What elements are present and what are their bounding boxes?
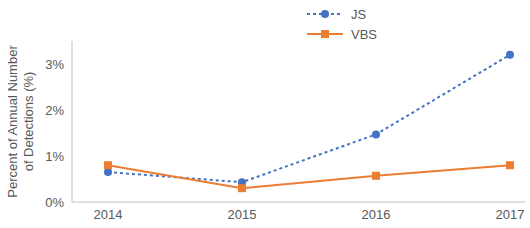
svg-text:1%: 1% xyxy=(45,149,64,164)
svg-text:2015: 2015 xyxy=(228,207,257,222)
html-text:JS: JS xyxy=(351,6,367,22)
html-text:VBS: VBS xyxy=(351,26,377,42)
svg-text:0%: 0% xyxy=(45,195,64,210)
svg-text:3%: 3% xyxy=(45,57,64,72)
svg-text:2017: 2017 xyxy=(496,207,522,222)
svg-text:2%: 2% xyxy=(45,103,64,118)
svg-text:2014: 2014 xyxy=(94,207,123,222)
svg-text:2016: 2016 xyxy=(362,207,391,222)
svg-text:Percent of Annual Numberof Det: Percent of Annual Numberof Detections (%… xyxy=(8,45,36,198)
